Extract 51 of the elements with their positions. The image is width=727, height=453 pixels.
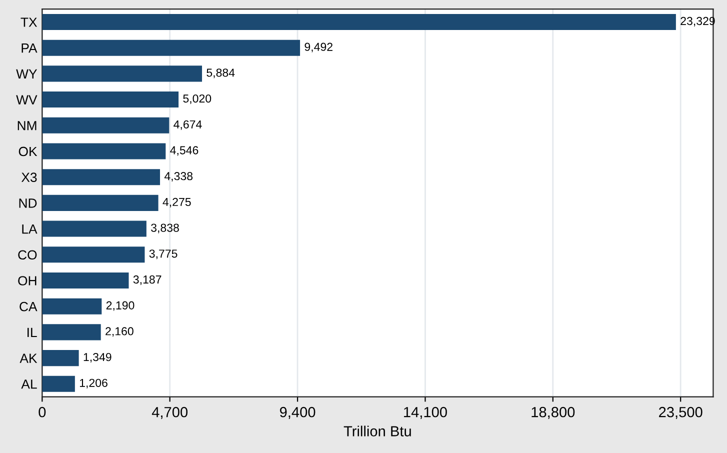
bar (42, 350, 79, 366)
y-tick-label: LA (22, 224, 38, 234)
y-tick-label: IL (28, 328, 37, 337)
data-label: 4,275 (162, 198, 191, 208)
x-tick-label: 23,500 (659, 406, 702, 419)
y-tick-label: CO (18, 250, 37, 260)
y-tick-label: ND (19, 198, 37, 208)
x-tick-label: 4,700 (152, 406, 188, 419)
data-label: 1,349 (84, 352, 112, 363)
data-label: 3,838 (151, 224, 179, 234)
bar (42, 298, 102, 314)
data-label: 9,492 (304, 42, 332, 52)
data-label: 1,206 (80, 378, 108, 388)
bar (42, 324, 101, 340)
y-tick-label: OH (18, 276, 36, 286)
y-tick-label: AK (20, 354, 38, 363)
bar (42, 272, 129, 289)
bar (42, 194, 158, 211)
data-label: 3,187 (133, 275, 162, 285)
x-tick-label: 14,100 (404, 406, 447, 419)
bar (42, 220, 146, 237)
y-tick-label: X3 (21, 172, 37, 182)
y-tick-label: PA (22, 44, 38, 53)
bar (42, 66, 202, 82)
bar (42, 14, 676, 30)
data-label: 2,190 (106, 301, 134, 311)
data-label: 5,884 (206, 68, 235, 78)
bar (42, 143, 166, 160)
y-tick-label: TX (20, 18, 38, 27)
y-tick-label: OK (18, 146, 38, 156)
data-label: 2,160 (106, 327, 134, 337)
x-tick-label: 18,800 (532, 406, 575, 419)
data-label: 4,674 (174, 120, 202, 130)
bar (42, 117, 170, 134)
y-tick-label: WY (16, 69, 38, 78)
y-tick-label: NM (18, 121, 36, 130)
data-label: 4,546 (170, 146, 198, 156)
y-tick-label: WV (16, 95, 38, 104)
bar (42, 40, 300, 56)
x-axis-title: Trillion Btu (344, 426, 411, 436)
x-tick-label: 0 (38, 406, 46, 418)
x-tick-label: 9,400 (280, 406, 316, 419)
bar (42, 246, 145, 263)
data-label: 3,775 (149, 250, 178, 260)
data-label: 5,020 (183, 94, 212, 104)
bar (42, 169, 160, 186)
y-tick-label: CA (20, 302, 38, 312)
data-label: 4,338 (164, 172, 193, 182)
bar (42, 92, 179, 108)
y-tick-label: AL (21, 380, 37, 389)
bar (42, 376, 75, 392)
